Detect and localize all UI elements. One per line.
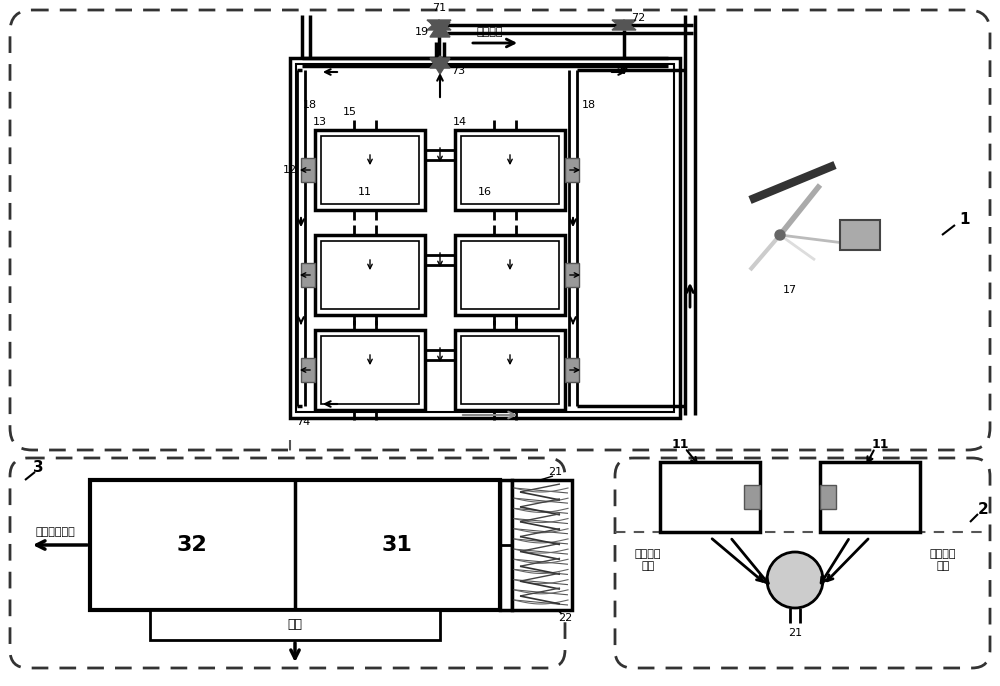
Text: 21: 21 [788, 628, 802, 638]
Text: 15: 15 [343, 107, 357, 117]
Text: 74: 74 [296, 417, 310, 427]
Bar [820, 485, 836, 509]
Bar [301, 358, 315, 382]
Bar [744, 485, 760, 509]
Bar [321, 241, 419, 309]
Bar [90, 480, 500, 610]
Text: 22: 22 [558, 613, 572, 623]
Text: 14: 14 [453, 117, 467, 127]
Bar [315, 130, 425, 210]
Text: 1: 1 [960, 213, 970, 228]
Text: 煙氣流向: 煙氣流向 [477, 27, 503, 37]
Bar [461, 241, 559, 309]
Text: 廢水: 廢水 [288, 619, 302, 632]
Bar [455, 130, 565, 210]
Circle shape [767, 552, 823, 608]
Text: 18: 18 [582, 100, 596, 110]
Text: 16: 16 [478, 187, 492, 197]
Text: 11: 11 [671, 438, 689, 451]
Bar [455, 330, 565, 410]
Bar [820, 462, 920, 532]
Bar [455, 235, 565, 315]
Polygon shape [612, 20, 636, 30]
Text: 17: 17 [783, 285, 797, 295]
Text: 改性固體燃料: 改性固體燃料 [35, 527, 75, 537]
Bar [290, 58, 680, 418]
Bar [500, 480, 512, 610]
Bar [321, 136, 419, 204]
Text: 11: 11 [358, 187, 372, 197]
Text: 11: 11 [871, 438, 889, 451]
Polygon shape [430, 58, 450, 74]
Polygon shape [430, 22, 450, 37]
Text: 21: 21 [548, 467, 562, 477]
Text: 3: 3 [33, 460, 43, 475]
Polygon shape [427, 20, 451, 30]
Text: 31: 31 [382, 535, 412, 555]
Bar [301, 263, 315, 287]
Text: 71: 71 [432, 3, 446, 13]
Text: 19: 19 [415, 27, 429, 37]
Bar [321, 336, 419, 404]
Bar [565, 263, 579, 287]
Bar [461, 136, 559, 204]
Text: 32: 32 [177, 535, 207, 555]
Bar [565, 358, 579, 382]
Polygon shape [612, 20, 636, 30]
Bar [512, 480, 572, 610]
Bar [565, 158, 579, 182]
Polygon shape [430, 22, 450, 37]
Bar [840, 220, 880, 250]
Bar [660, 462, 760, 532]
Bar [315, 235, 425, 315]
Polygon shape [427, 20, 451, 30]
Text: 73: 73 [451, 66, 465, 76]
Text: 漿液出口
流向: 漿液出口 流向 [930, 549, 956, 571]
Bar [301, 158, 315, 182]
Text: 13: 13 [313, 117, 327, 127]
Circle shape [775, 230, 785, 240]
Text: 漿液出口
流向: 漿液出口 流向 [635, 549, 661, 571]
Text: 72: 72 [631, 13, 645, 23]
Bar [461, 336, 559, 404]
Bar [150, 610, 440, 640]
Bar [315, 330, 425, 410]
Bar [296, 64, 674, 412]
Text: 2: 2 [978, 503, 988, 517]
Polygon shape [430, 56, 450, 68]
Text: 18: 18 [303, 100, 317, 110]
Text: 12: 12 [283, 165, 297, 175]
